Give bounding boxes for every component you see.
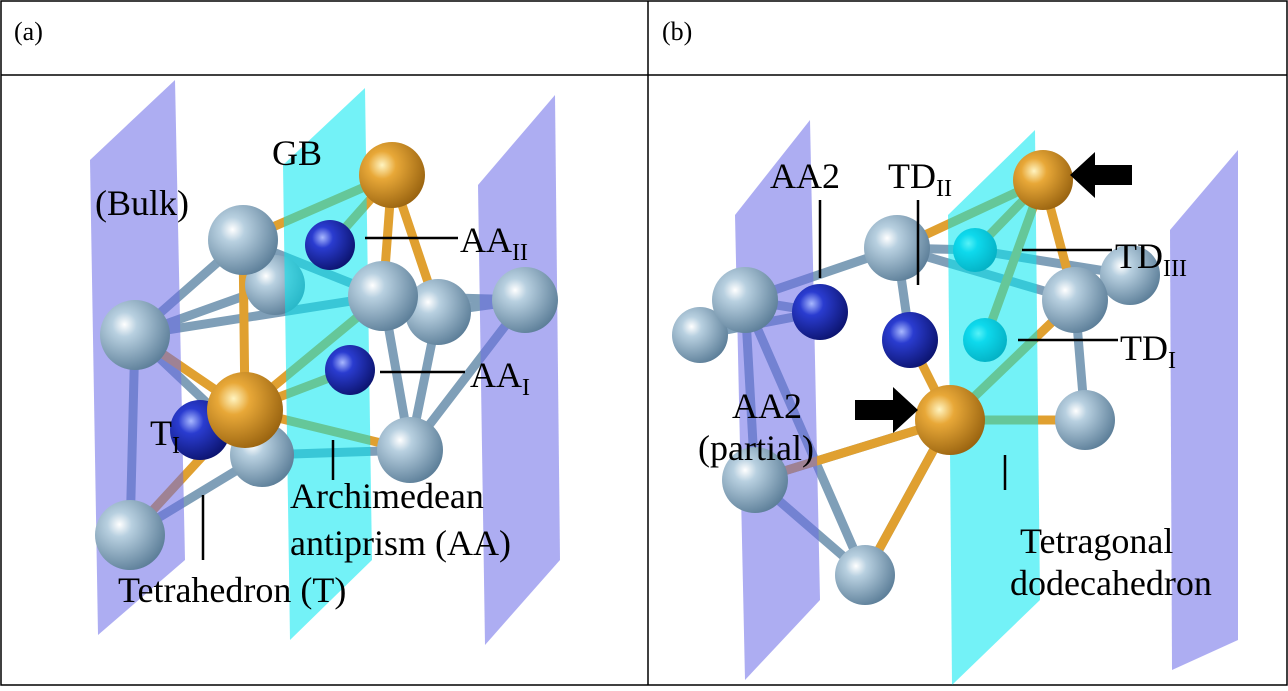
annotation-base: AA [460,220,512,260]
annotation: Tetrahedron (T) [118,570,346,610]
annotation: AA2 [770,156,840,196]
labels: (a) (b)GB(Bulk)AAIIAAITIArchimedeanantipr… [14,17,1212,610]
atom [835,545,895,605]
panel-label: (a) [14,17,43,46]
annotation-base: T [150,413,172,453]
atom [722,447,788,513]
annotation-base: TD [1115,236,1163,276]
atom [1055,390,1115,450]
atom [405,279,471,345]
atom [672,307,728,363]
annotation: TDI [1120,328,1176,374]
atom [359,142,425,208]
annotation-subscript: II [936,176,952,202]
atom [95,500,165,570]
arrow [1070,152,1132,198]
atom [712,267,778,333]
annotation: (partial) [698,428,814,468]
annotation-subscript: III [1163,256,1187,282]
annotation: (Bulk) [95,183,189,223]
atom [325,345,375,395]
panel-label: (b) [662,17,692,46]
atom [1042,267,1108,333]
atom [207,372,283,448]
atom [492,267,558,333]
arrow [855,387,918,433]
plane-bulk [735,120,820,680]
annotation: TI [150,413,180,459]
atom [348,261,418,331]
annotation-subscript: II [512,240,528,266]
atom [100,300,170,370]
annotation: Tetragonal [1020,521,1173,561]
plane-gb [948,130,1040,685]
atom [915,385,985,455]
annotation-base: AA [470,355,522,395]
annotation-subscript: I [522,375,530,401]
plane-bulk [1170,150,1238,670]
annotation: TDII [888,156,952,202]
atom [864,215,930,281]
plane-bulk [478,95,560,645]
atom [377,417,443,483]
atom [305,220,355,270]
annotation: GB [272,133,322,173]
annotation: AA2 [732,386,802,426]
annotation-base: TD [1120,328,1168,368]
structure-drawing [90,80,1238,685]
atom [1013,150,1073,210]
atom [1100,245,1160,305]
annotation: AAII [460,220,528,266]
annotation: TDIII [1115,236,1187,282]
annotation: dodecahedron [1010,563,1212,603]
annotation-subscript: I [172,433,180,459]
annotation-base: TD [888,156,936,196]
atom [882,312,938,368]
annotation: Archimedean [290,476,484,516]
annotation: AAI [470,355,530,401]
annotation-subscript: I [1168,348,1176,374]
atom [208,205,278,275]
atom [792,284,848,340]
annotation: antiprism (AA) [290,523,511,563]
